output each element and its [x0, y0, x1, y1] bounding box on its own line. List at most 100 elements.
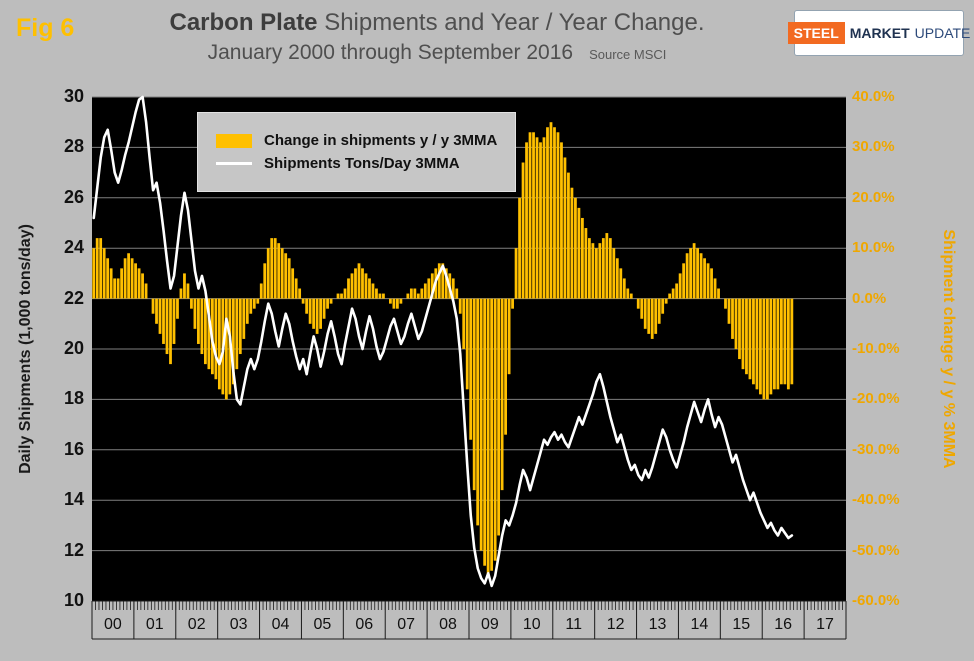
logo-steel-badge: STEEL — [787, 22, 845, 44]
change-bar — [619, 268, 623, 299]
change-bar — [197, 298, 200, 344]
change-bar — [469, 298, 473, 440]
x-axis-year-label: 15 — [732, 616, 751, 633]
left-axis-tick-label: 26 — [63, 186, 84, 207]
change-bar — [678, 273, 682, 299]
change-bar — [102, 248, 106, 299]
x-axis-year-label: 16 — [774, 616, 793, 633]
change-bar — [689, 248, 693, 299]
change-bar — [151, 298, 155, 314]
left-axis-tick-label: 14 — [63, 489, 84, 510]
change-bar — [217, 298, 221, 390]
change-bar — [703, 258, 706, 299]
change-bar — [759, 298, 762, 395]
change-bar — [570, 187, 574, 299]
change-bar — [521, 162, 525, 299]
change-bar — [298, 288, 302, 299]
change-bar — [343, 288, 347, 299]
change-bar — [162, 298, 165, 344]
change-bar — [291, 268, 295, 299]
change-bar — [322, 298, 326, 319]
source-note: Source MSCI — [589, 47, 667, 62]
right-axis-tick-label: 30.0% — [852, 138, 895, 156]
change-bar — [389, 298, 392, 304]
change-bar — [685, 253, 689, 299]
change-bar — [493, 298, 497, 561]
x-axis-year-label: 02 — [187, 616, 206, 633]
change-bar — [413, 288, 417, 299]
change-bar — [315, 298, 319, 334]
change-bar — [231, 298, 235, 385]
change-bar — [190, 298, 193, 309]
change-bar — [242, 298, 246, 339]
change-bar — [511, 298, 514, 309]
change-bar — [287, 258, 291, 299]
change-bar — [259, 283, 263, 299]
change-bar — [594, 248, 598, 299]
change-bar — [249, 298, 253, 314]
change-bar — [591, 243, 595, 299]
right-axis-tick-label: -40.0% — [852, 491, 900, 509]
change-bar — [567, 172, 570, 299]
change-bar — [158, 298, 162, 334]
change-bar — [169, 298, 172, 365]
change-bar — [783, 298, 787, 385]
left-axis-tick-label: 10 — [63, 590, 84, 610]
change-bar — [423, 283, 427, 299]
change-bar — [734, 298, 738, 349]
change-bar — [549, 122, 553, 299]
change-bar — [368, 278, 371, 299]
change-bar — [563, 157, 567, 299]
chart-title-block: Carbon Plate Shipments and Year / Year C… — [110, 8, 764, 66]
change-bar — [109, 268, 113, 299]
change-bar — [598, 243, 602, 299]
change-bar — [738, 298, 741, 360]
change-bar — [699, 253, 703, 299]
change-bar — [308, 298, 312, 324]
change-bar — [769, 298, 773, 395]
change-bar — [193, 298, 197, 329]
title-product: Carbon Plate — [169, 9, 318, 36]
change-bar — [486, 298, 490, 576]
change-bar — [245, 298, 249, 324]
change-bar — [427, 278, 431, 299]
right-axis-tick-label: -50.0% — [852, 541, 900, 559]
change-bar — [347, 278, 350, 299]
change-bar — [409, 288, 413, 299]
change-bar — [535, 137, 539, 299]
change-bar — [546, 127, 549, 299]
change-bar — [476, 298, 480, 526]
change-bar — [329, 298, 333, 304]
left-axis-tick-label: 28 — [63, 136, 84, 157]
logo-market-text: MARKET — [849, 25, 910, 41]
change-bar — [176, 298, 179, 319]
change-bar — [455, 288, 459, 299]
change-bar — [123, 258, 127, 299]
change-bar — [371, 283, 375, 299]
change-bar — [207, 298, 211, 370]
change-bar — [294, 278, 298, 299]
change-bar — [270, 238, 274, 299]
change-bar — [312, 298, 316, 329]
change-bar — [657, 298, 661, 324]
change-bar — [528, 132, 532, 299]
change-bar — [500, 298, 504, 491]
change-bar — [786, 298, 790, 390]
change-bar — [340, 293, 343, 299]
change-bar — [392, 298, 396, 309]
change-bar — [605, 233, 609, 299]
left-axis-tick-label: 12 — [63, 539, 84, 560]
change-bar — [165, 298, 169, 355]
x-axis-year-label: 09 — [481, 616, 499, 633]
legend-line-label: Shipments Tons/Day 3MMA — [264, 155, 460, 172]
smu-logo: STEEL MARKET UPDATE — [787, 10, 970, 56]
right-axis-title: Shipment change y / y % 3MMA — [940, 229, 957, 469]
legend: Change in shipments y / y 3MMA Shipments… — [197, 112, 517, 192]
change-bar — [745, 298, 748, 375]
legend-item-bars: Change in shipments y / y 3MMA — [216, 132, 497, 149]
change-bar — [472, 298, 476, 491]
right-axis-tick-label: -20.0% — [852, 390, 900, 408]
right-axis-tick-label: -60.0% — [852, 592, 900, 609]
x-axis-year-label: 04 — [271, 616, 290, 633]
change-bar — [779, 298, 783, 385]
